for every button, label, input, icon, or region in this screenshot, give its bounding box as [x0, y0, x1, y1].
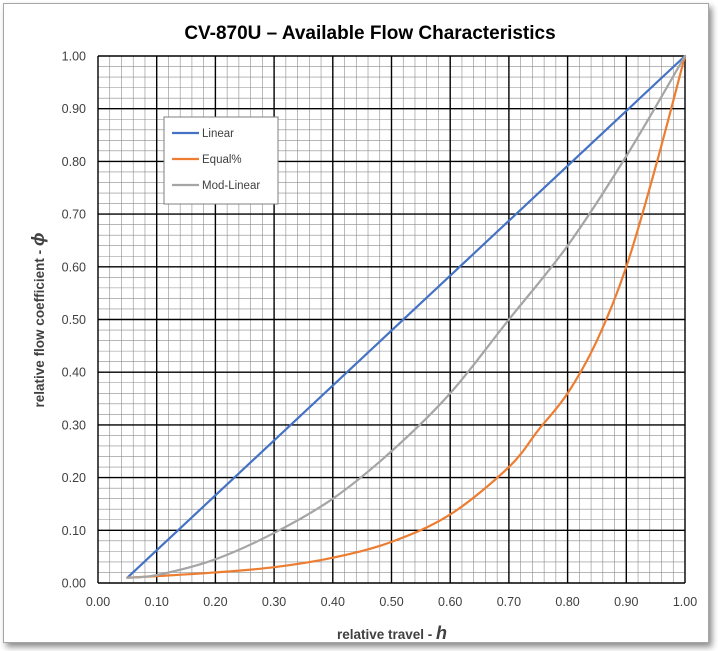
series-lines [126, 54, 687, 579]
y-tick-label: 0.00 [62, 577, 86, 591]
chart-title: CV-870U – Available Flow Characteristics [184, 23, 555, 44]
x-tick-label: 0.90 [614, 595, 638, 609]
legend-box [163, 116, 279, 205]
legend: Linear Equal% Mod-Linear [163, 116, 279, 205]
legend-label-equal: Equal% [202, 154, 242, 166]
x-tick-label: 0.70 [497, 595, 521, 609]
x-tick-label: 1.00 [673, 595, 697, 609]
x-axis-ticks: 0.00 0.10 0.20 0.30 0.40 0.50 0.60 0.70 0.80 0.90… [86, 595, 697, 609]
y-tick-label: 0.60 [62, 260, 86, 274]
series-line-linear [126, 54, 687, 579]
y-tick-label: 0.30 [62, 418, 86, 432]
legend-label-mod-linear: Mod-Linear [202, 180, 260, 192]
x-axis-label-text: relative travel - [337, 627, 436, 642]
y-tick-label: 0.10 [62, 524, 86, 538]
y-axis-ticks: 0.00 0.10 0.20 0.30 0.40 0.50 0.60 0.70 0.80 0.90… [62, 50, 86, 591]
legend-label-linear: Linear [202, 128, 234, 140]
y-axis-label-text: relative flow coefficient - [32, 246, 47, 407]
y-axis-symbol: ϕ [28, 233, 48, 247]
x-tick-label: 0.20 [203, 595, 227, 609]
x-axis-label: relative travel - h [337, 623, 447, 643]
x-tick-label: 0.30 [262, 595, 286, 609]
y-tick-label: 1.00 [62, 50, 86, 64]
y-tick-label: 0.70 [62, 208, 86, 222]
x-tick-label: 0.80 [555, 595, 579, 609]
x-tick-label: 0.60 [438, 595, 462, 609]
y-tick-label: 0.80 [62, 155, 86, 169]
x-tick-label: 0.10 [145, 595, 169, 609]
y-axis-label: relative flow coefficient - ϕ [28, 233, 48, 408]
y-tick-label: 0.90 [62, 102, 86, 116]
x-tick-label: 0.50 [379, 595, 403, 609]
x-axis-symbol: h [436, 623, 447, 643]
y-tick-label: 0.20 [62, 471, 86, 485]
y-tick-label: 0.40 [62, 366, 86, 380]
y-tick-label: 0.50 [62, 313, 86, 327]
x-tick-label: 0.00 [86, 595, 110, 609]
series-line-mod-linear [126, 54, 687, 579]
x-tick-label: 0.40 [321, 595, 345, 609]
series-line-equal [126, 54, 687, 579]
